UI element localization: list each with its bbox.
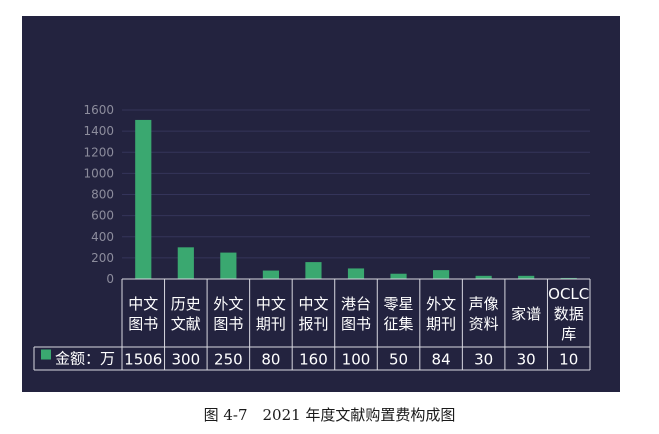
category-label: 历史文献 xyxy=(171,295,201,333)
bar xyxy=(305,262,322,279)
data-value-label: 300 xyxy=(171,351,200,369)
category-label: 港台图书 xyxy=(341,295,371,333)
data-value-label: 30 xyxy=(474,351,493,369)
bar xyxy=(475,275,492,279)
category-label: 外文图书 xyxy=(213,295,243,333)
bar-chart: 0 200 400 600 800 1000 1200 1400 1600 中文图书历史文献外文图… xyxy=(33,103,591,371)
category-label: OCLC 数据库 xyxy=(548,285,589,343)
data-value-label: 10 xyxy=(559,351,578,369)
y-tick-label: 0 xyxy=(106,272,114,286)
bar xyxy=(262,270,279,279)
bar xyxy=(135,119,152,280)
y-tick-label: 1000 xyxy=(83,166,114,180)
data-value-label: 80 xyxy=(261,351,280,369)
data-value-label: 50 xyxy=(389,351,408,369)
category-label: 家谱 xyxy=(511,305,541,323)
bar xyxy=(177,247,194,279)
chart-panel: 0 200 400 600 800 1000 1200 1400 1600 中文图书 历史文献 外文图… xyxy=(22,16,620,392)
bar xyxy=(390,273,407,279)
y-tick-label: 400 xyxy=(91,230,114,244)
category-label: 中文期刊 xyxy=(256,295,286,333)
y-tick-label: 1600 xyxy=(83,103,114,117)
category-label: 中文报刊 xyxy=(298,295,328,333)
data-value-label: 250 xyxy=(214,351,243,369)
category-label: 声像资料 xyxy=(469,295,499,333)
legend-label: 金额：万 xyxy=(55,350,115,368)
bar xyxy=(347,268,365,279)
data-value-label: 84 xyxy=(432,351,451,369)
category-label: 零星征集 xyxy=(384,295,414,333)
y-tick-label: 1400 xyxy=(83,124,114,138)
y-tick-label: 200 xyxy=(91,251,114,265)
y-tick-label: 800 xyxy=(91,188,114,202)
bar xyxy=(560,277,577,279)
legend-swatch xyxy=(41,349,51,360)
data-value-label: 30 xyxy=(517,351,536,369)
data-value-label: 100 xyxy=(342,351,371,369)
y-tick-label: 1200 xyxy=(83,145,114,159)
data-value-label: 1506 xyxy=(124,351,162,369)
bar xyxy=(433,270,450,279)
bar xyxy=(220,252,237,279)
bar xyxy=(518,275,535,279)
category-label: 外文期刊 xyxy=(426,295,456,333)
figure-caption: 图 4-7 2021 年度文献购置费构成图 xyxy=(203,406,456,424)
y-tick-label: 600 xyxy=(91,209,114,223)
data-value-label: 160 xyxy=(299,351,328,369)
category-label: 中文图书 xyxy=(128,295,158,333)
